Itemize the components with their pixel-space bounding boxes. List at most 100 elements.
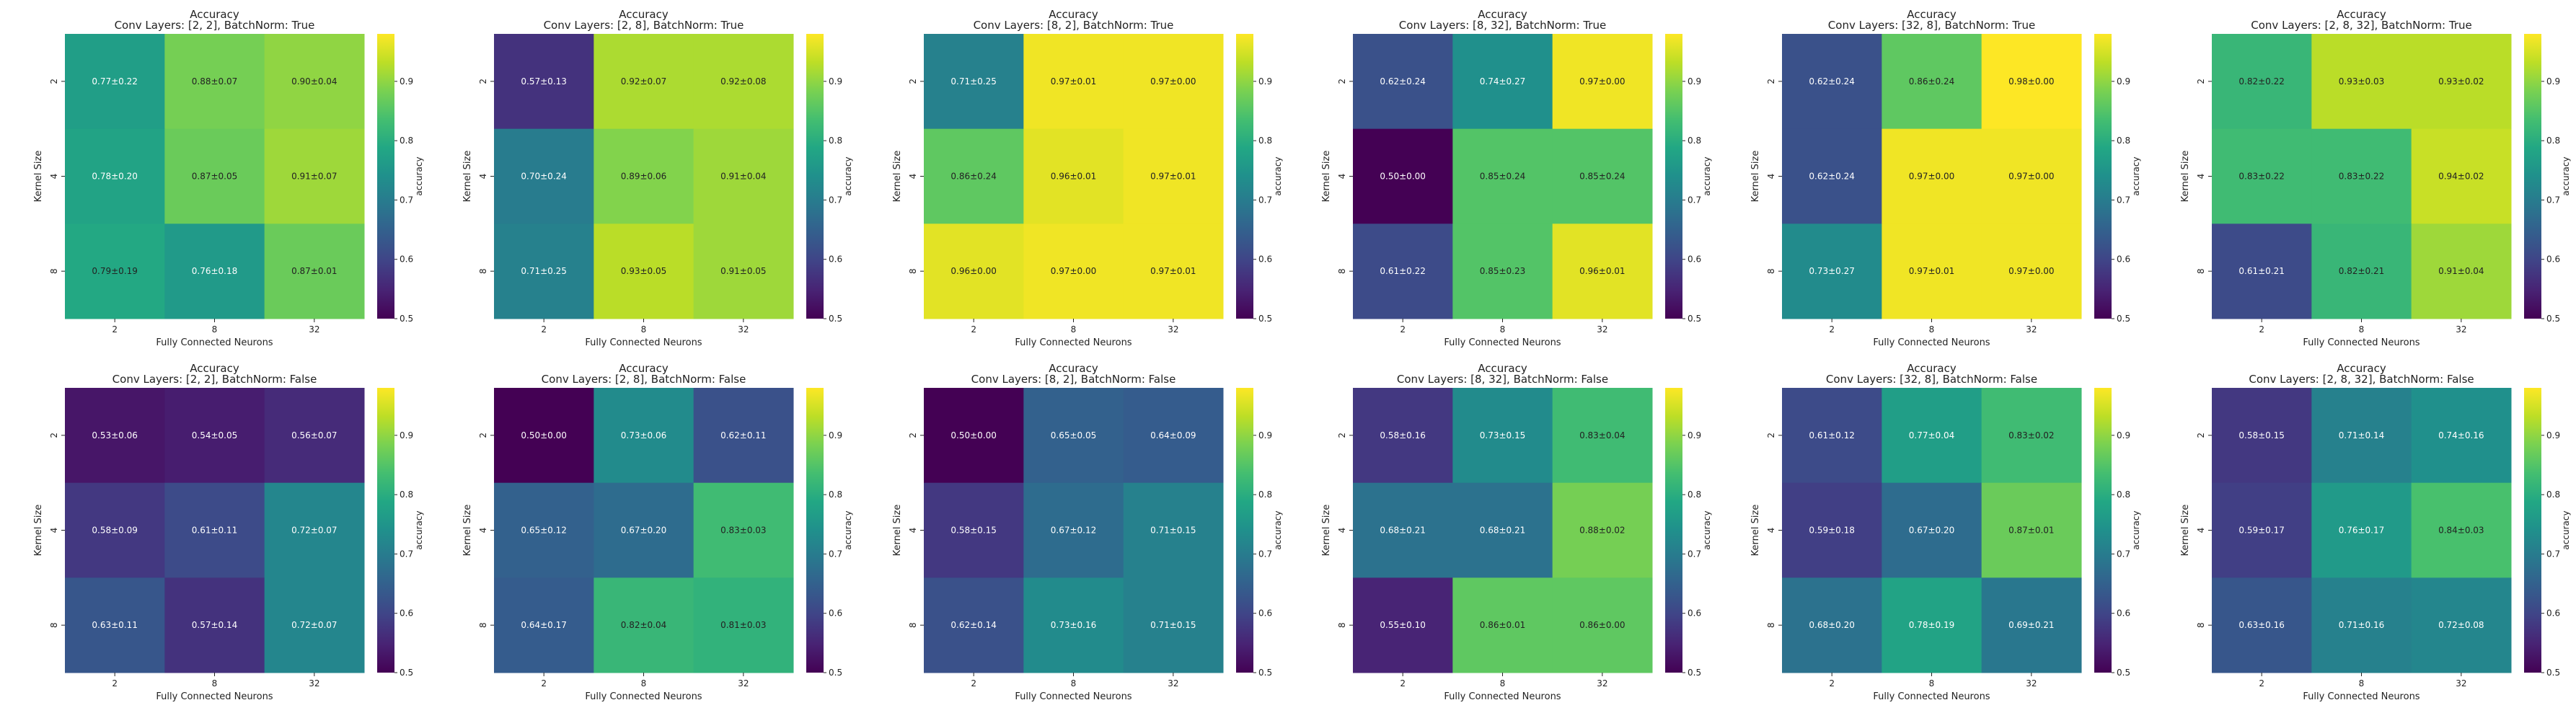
colorbar-tick-label: 0.5	[1688, 668, 1701, 678]
y-axis-label: Kernel Size	[1321, 505, 1332, 557]
y-tick-label: 4	[1337, 528, 1347, 533]
y-axis-label: Kernel Size	[462, 505, 473, 557]
colorbar-tick-label: 0.7	[1258, 549, 1272, 559]
y-tick-label: 8	[908, 622, 918, 628]
cell-value-label: 0.71±0.25	[950, 76, 997, 87]
colorbar-tick-label: 0.6	[1688, 608, 1701, 619]
y-axis-label: Kernel Size	[1750, 505, 1761, 557]
y-tick-label: 8	[49, 622, 59, 628]
cell-value-label: 0.58±0.16	[1380, 430, 1426, 440]
x-axis-label: Fully Connected Neurons	[156, 337, 273, 348]
x-tick-label: 8	[1500, 678, 1506, 688]
y-tick-label: 4	[1337, 174, 1347, 180]
x-tick-label: 8	[212, 678, 218, 688]
colorbar-tick-label: 0.5	[829, 314, 842, 324]
cell-value-label: 0.57±0.13	[521, 76, 567, 87]
colorbar-tick-label: 0.9	[1258, 76, 1272, 87]
cell-value-label: 0.73±0.15	[1480, 430, 1526, 440]
panel-subtitle: Conv Layers: [2, 8, 32], BatchNorm: Fals…	[2249, 373, 2474, 386]
colorbar	[1236, 34, 1253, 319]
cell-value-label: 0.65±0.12	[521, 526, 567, 536]
cell-value-label: 0.82±0.04	[621, 620, 667, 630]
cell-value-label: 0.88±0.02	[1579, 526, 1626, 536]
colorbar-tick-label: 0.6	[2546, 254, 2560, 265]
cell-value-label: 0.58±0.15	[950, 526, 997, 536]
y-axis-label: Kernel Size	[33, 151, 44, 203]
cell-value-label: 0.50±0.00	[950, 430, 997, 440]
y-tick-label: 2	[1766, 433, 1776, 438]
y-tick-label: 2	[1766, 79, 1776, 84]
colorbar-label: accuracy	[414, 510, 424, 549]
x-tick-label: 8	[212, 324, 218, 335]
cell-value-label: 0.65±0.05	[1051, 430, 1097, 440]
x-tick-label: 2	[2259, 324, 2264, 335]
cell-value-label: 0.59±0.17	[2238, 526, 2285, 536]
y-tick-label: 4	[1766, 528, 1776, 533]
cell-value-label: 0.73±0.06	[621, 430, 667, 440]
x-tick-label: 32	[2456, 678, 2466, 688]
colorbar-tick-label: 0.6	[2117, 608, 2130, 619]
y-tick-label: 2	[478, 433, 488, 438]
cell-value-label: 0.50±0.00	[521, 430, 567, 440]
cell-value-label: 0.82±0.21	[2339, 266, 2385, 276]
colorbar-tick-label: 0.7	[829, 195, 842, 205]
colorbar-tick-label: 0.8	[829, 136, 842, 146]
cell-value-label: 0.97±0.01	[1150, 172, 1196, 182]
colorbar	[1665, 388, 1682, 673]
x-tick-label: 2	[2259, 678, 2264, 688]
panel-subtitle: Conv Layers: [32, 8], BatchNorm: True	[1828, 19, 2035, 32]
y-axis-label: Kernel Size	[2180, 505, 2191, 557]
colorbar-label: accuracy	[1702, 510, 1712, 549]
cell-value-label: 0.86±0.24	[950, 172, 997, 182]
colorbar-tick-label: 0.8	[2546, 490, 2560, 500]
y-tick-label: 4	[2196, 528, 2206, 533]
cell-value-label: 0.83±0.22	[2238, 172, 2285, 182]
cell-value-label: 0.96±0.00	[950, 266, 997, 276]
colorbar-tick-label: 0.9	[2117, 430, 2130, 440]
colorbar-tick-label: 0.8	[1688, 136, 1701, 146]
cell-value-label: 0.85±0.24	[1579, 172, 1626, 182]
cell-value-label: 0.77±0.04	[1909, 430, 1955, 440]
x-tick-label: 32	[1597, 678, 1607, 688]
colorbar-tick-label: 0.5	[1688, 314, 1701, 324]
cell-value-label: 0.85±0.23	[1480, 266, 1526, 276]
colorbar-tick-label: 0.8	[2117, 490, 2130, 500]
x-axis-label: Fully Connected Neurons	[585, 691, 702, 702]
colorbar-tick-label: 0.9	[2546, 430, 2560, 440]
cell-value-label: 0.62±0.14	[950, 620, 997, 630]
y-tick-label: 2	[908, 79, 918, 84]
x-tick-label: 2	[1829, 324, 1835, 335]
cell-value-label: 0.87±0.05	[192, 172, 238, 182]
cell-value-label: 0.58±0.15	[2238, 430, 2285, 440]
colorbar-tick-label: 0.7	[2117, 195, 2130, 205]
cell-value-label: 0.96±0.01	[1051, 172, 1097, 182]
cell-value-label: 0.84±0.03	[2438, 526, 2484, 536]
colorbar-tick-label: 0.5	[400, 668, 413, 678]
cell-value-label: 0.53±0.06	[92, 430, 138, 440]
y-tick-label: 2	[1337, 433, 1347, 438]
colorbar-tick-label: 0.6	[1258, 608, 1272, 619]
colorbar-tick-label: 0.7	[1688, 549, 1701, 559]
y-axis-label: Kernel Size	[462, 151, 473, 203]
cell-value-label: 0.50±0.00	[1380, 172, 1426, 182]
cell-value-label: 0.97±0.01	[1909, 266, 1955, 276]
cell-value-label: 0.86±0.24	[1909, 76, 1955, 87]
panel-subtitle: Conv Layers: [2, 8, 32], BatchNorm: True	[2251, 19, 2471, 32]
y-tick-label: 4	[2196, 174, 2206, 180]
x-axis-label: Fully Connected Neurons	[1873, 691, 1990, 702]
cell-value-label: 0.91±0.05	[720, 266, 767, 276]
cell-value-label: 0.92±0.07	[621, 76, 667, 87]
colorbar-tick-label: 0.9	[400, 76, 413, 87]
colorbar	[2094, 388, 2112, 673]
cell-value-label: 0.70±0.24	[521, 172, 567, 182]
cell-value-label: 0.97±0.00	[1150, 76, 1196, 87]
cell-value-label: 0.57±0.14	[192, 620, 238, 630]
y-axis-label: Kernel Size	[1321, 151, 1332, 203]
colorbar-label: accuracy	[2561, 510, 2571, 549]
colorbar-tick-label: 0.6	[829, 254, 842, 265]
cell-value-label: 0.72±0.07	[291, 620, 338, 630]
colorbar	[377, 34, 394, 319]
cell-value-label: 0.73±0.27	[1809, 266, 1855, 276]
colorbar	[2524, 34, 2541, 319]
cell-value-label: 0.59±0.18	[1809, 526, 1855, 536]
